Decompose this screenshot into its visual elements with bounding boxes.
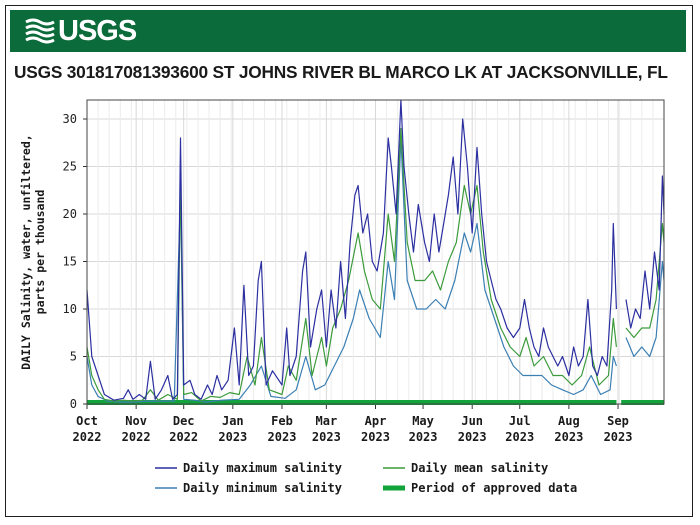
x-tick-label-year: 2023 (218, 430, 247, 444)
x-tick-label-month: Apr (365, 414, 387, 428)
x-tick-label-year: 2023 (268, 430, 297, 444)
series-line-max (86, 99, 665, 401)
x-tick-label-month: Mar (316, 414, 338, 428)
x-tick-label-year: 2023 (361, 430, 390, 444)
y-tick-label: 0 (70, 397, 77, 411)
x-tick-label-year: 2023 (505, 430, 534, 444)
x-tick-label-year: 2022 (73, 430, 102, 444)
usgs-wave-icon (25, 18, 55, 44)
x-tick-label-month: Jul (509, 414, 531, 428)
x-tick-label-month: Nov (125, 414, 147, 428)
x-tick-label-year: 2023 (458, 430, 487, 444)
y-axis-label-line2: parts per thousand (33, 190, 47, 315)
usgs-logo: USGS (24, 15, 137, 47)
y-axis-label-line1: DAILY Salinity, water, unfiltered, (19, 134, 33, 369)
y-tick-label: 15 (63, 255, 77, 269)
legend-label-approved: Period of approved data (411, 481, 577, 495)
chart-title: USGS 301817081393600 ST JOHNS RIVER BL M… (14, 62, 668, 82)
x-tick-label-month: May (412, 414, 434, 428)
y-tick-label: 20 (63, 207, 77, 221)
y-tick-label: 25 (63, 160, 77, 174)
x-tick-label-month: Jun (461, 414, 483, 428)
x-tick-label-year: 2022 (122, 430, 151, 444)
x-tick-label-month: Jan (222, 414, 244, 428)
x-tick-label-year: 2023 (604, 430, 633, 444)
approved-period-bar (87, 400, 617, 405)
legend-label-max: Daily maximum salinity (183, 461, 342, 475)
legend-label-min: Daily minimum salinity (183, 481, 342, 495)
x-tick-label-month: Aug (558, 414, 580, 428)
x-tick-label-month: Dec (173, 414, 195, 428)
x-tick-label-month: Sep (607, 414, 629, 428)
plot-border (86, 99, 665, 405)
x-tick-label-month: Feb (271, 414, 293, 428)
y-tick-label: 5 (70, 350, 77, 364)
usgs-logo-text: USGS (58, 15, 137, 47)
x-tick-label-month: Oct (76, 414, 98, 428)
approved-period-bar (621, 400, 664, 405)
legend-label-mean: Daily mean salinity (411, 461, 548, 475)
x-tick-label-year: 2023 (409, 430, 438, 444)
x-tick-label-year: 2023 (312, 430, 341, 444)
y-tick-label: 10 (63, 302, 77, 316)
y-axis-label: DAILY Salinity, water, unfiltered, parts … (19, 134, 47, 369)
y-tick-label: 30 (63, 112, 77, 126)
x-tick-label-year: 2022 (169, 430, 198, 444)
usgs-banner: USGS (10, 10, 686, 52)
x-tick-label-year: 2023 (554, 430, 583, 444)
